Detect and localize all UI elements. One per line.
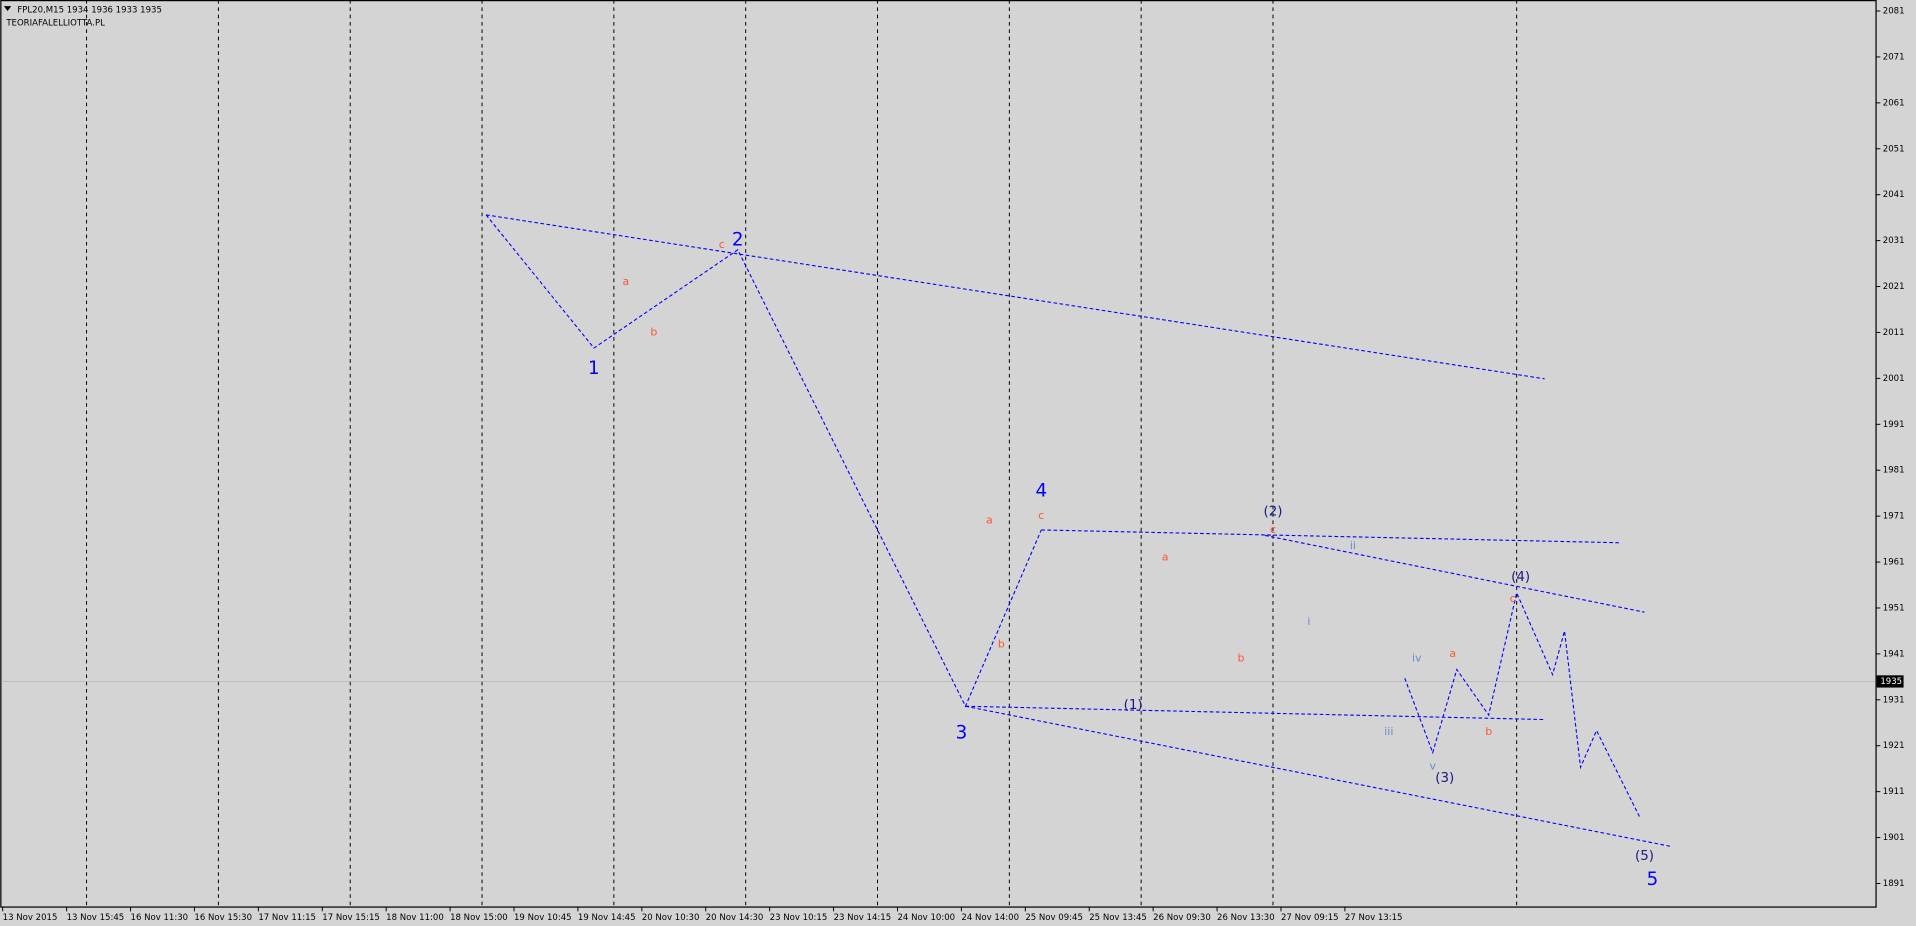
trendline [485, 214, 1042, 708]
wave-label: iv [1412, 651, 1422, 664]
x-tick-label: 25 Nov 13:45 [1089, 913, 1147, 923]
y-tick-label: 2001 [1883, 374, 1905, 384]
x-tick-label: 26 Nov 09:30 [1153, 913, 1211, 923]
wave-label: (3) [1435, 771, 1454, 786]
y-tick-label: 1891 [1883, 879, 1905, 889]
trendline [485, 214, 1545, 380]
x-tick-label: 23 Nov 14:15 [834, 913, 892, 923]
plot-frame [0, 0, 1877, 908]
y-tick-label: 1981 [1883, 466, 1905, 476]
x-tick-label: 16 Nov 15:30 [194, 913, 252, 923]
y-tick-label: 2061 [1883, 98, 1905, 108]
x-tick-label: 25 Nov 09:45 [1025, 913, 1083, 923]
x-tick-label: 20 Nov 10:30 [642, 913, 700, 923]
y-tick-label: 1961 [1883, 558, 1905, 568]
x-tick-label: 27 Nov 09:15 [1281, 913, 1339, 923]
x-tick-label: 18 Nov 15:00 [450, 913, 508, 923]
y-tick-label: 1991 [1883, 420, 1905, 430]
wave-label: a [622, 275, 629, 288]
trendline [1404, 591, 1642, 819]
y-tick-label: 2071 [1883, 52, 1905, 62]
wave-label: b [998, 638, 1005, 651]
y-tick-label: 1941 [1883, 649, 1905, 659]
wave-label: (2) [1263, 505, 1282, 520]
x-tick-label: 17 Nov 11:15 [258, 913, 316, 923]
wave-label: c [719, 238, 725, 251]
wave-label: a [986, 514, 993, 527]
y-tick-label: 2021 [1883, 282, 1905, 292]
last-price-box [1876, 675, 1904, 688]
trendline [965, 705, 1673, 848]
x-tick-label: 24 Nov 10:00 [897, 913, 955, 923]
wave-label: b [650, 325, 657, 338]
wave-label: c [1038, 509, 1044, 522]
trendline [965, 705, 1545, 721]
wave-label: a [1162, 550, 1169, 563]
y-tick-label: 1951 [1883, 603, 1905, 613]
y-tick-label: 2031 [1883, 236, 1905, 246]
trendline [1264, 534, 1645, 613]
wave-label: 5 [1647, 869, 1659, 890]
x-tick-label: 17 Nov 15:15 [322, 913, 380, 923]
x-tick-label: 19 Nov 14:45 [578, 913, 636, 923]
wave-label: c [1510, 592, 1516, 605]
y-tick-label: 2011 [1883, 328, 1905, 338]
wave-label: (1) [1124, 698, 1143, 713]
wave-label: 4 [1035, 480, 1047, 501]
x-tick-label: 13 Nov 2015 [3, 913, 58, 923]
wave-label: ii [1350, 539, 1356, 552]
x-tick-label: 26 Nov 13:30 [1217, 913, 1275, 923]
wave-label: (4) [1511, 570, 1530, 585]
y-tick-label: 2081 [1883, 7, 1905, 17]
wave-label: 1 [588, 358, 600, 379]
x-tick-label: 19 Nov 10:45 [514, 913, 572, 923]
menu-arrow [3, 6, 12, 11]
x-tick-label: 16 Nov 11:30 [131, 913, 189, 923]
wave-label: 2 [732, 230, 744, 251]
wave-label: a [1449, 647, 1456, 660]
wave-label: b [1485, 725, 1492, 738]
x-tick-label: 13 Nov 15:45 [67, 913, 125, 923]
wave-label: 3 [956, 722, 968, 743]
last-price-label: 1935 [1880, 677, 1902, 687]
trendline [1041, 529, 1621, 544]
x-tick-label: 23 Nov 10:15 [770, 913, 828, 923]
wave-label: i [1307, 615, 1310, 628]
chart-title: FPL20,M15 1934 1936 1933 1935 [17, 5, 162, 15]
y-tick-label: 2051 [1883, 144, 1905, 154]
y-tick-label: 1911 [1883, 787, 1905, 797]
wave-label: v [1430, 759, 1437, 772]
y-tick-label: 1901 [1883, 833, 1905, 843]
y-tick-label: 1921 [1883, 741, 1905, 751]
y-tick-label: 1971 [1883, 512, 1905, 522]
x-tick-label: 20 Nov 14:30 [706, 913, 764, 923]
wave-label: c [1270, 523, 1276, 536]
wave-label: iii [1384, 725, 1393, 738]
wave-label: b [1238, 651, 1245, 664]
y-tick-label: 1931 [1883, 695, 1905, 705]
wave-label: (5) [1635, 849, 1654, 864]
y-tick-label: 2041 [1883, 190, 1905, 200]
x-tick-label: 27 Nov 13:15 [1345, 913, 1403, 923]
x-tick-label: 24 Nov 14:00 [961, 913, 1019, 923]
x-tick-label: 18 Nov 11:00 [386, 913, 444, 923]
chart-subtitle: TEORIAFALELLIOTTA.PL [5, 19, 105, 29]
